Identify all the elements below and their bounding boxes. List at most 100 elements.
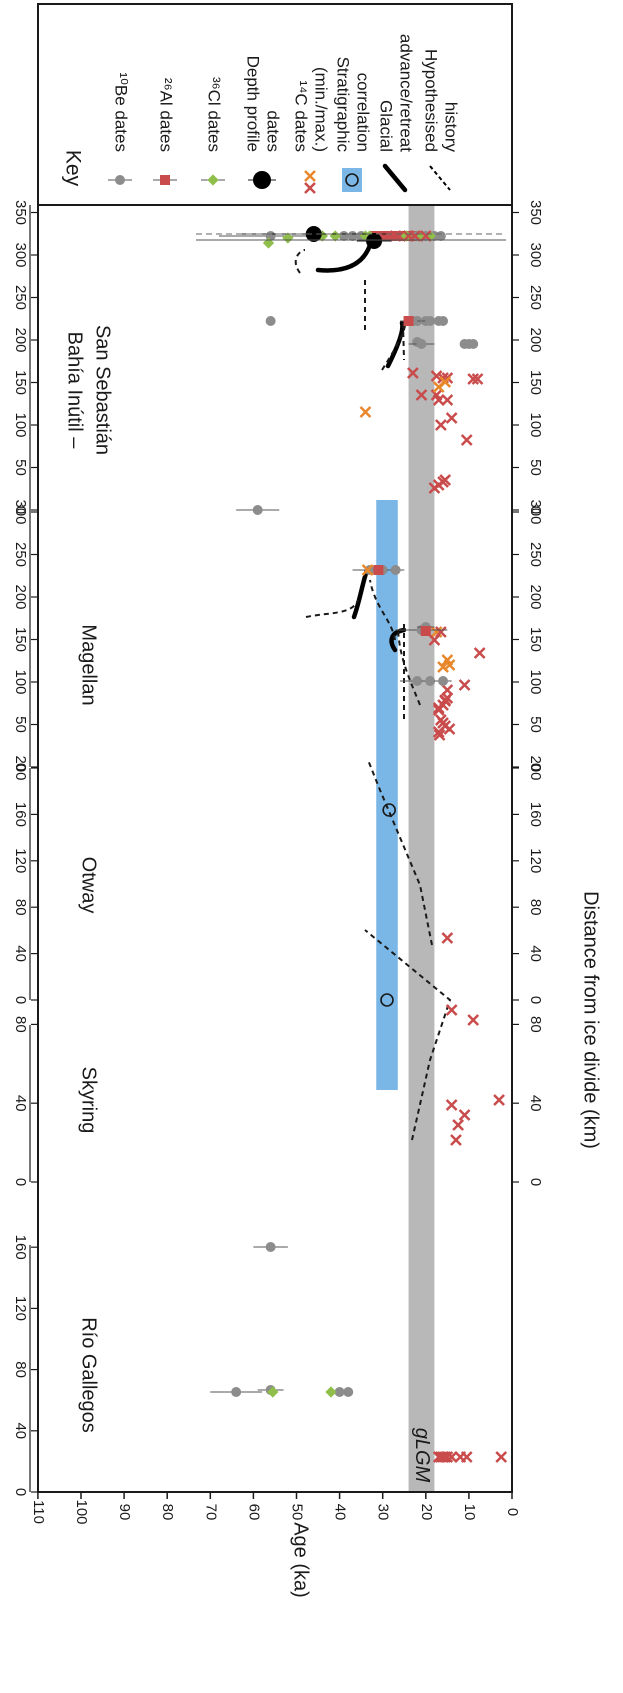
distance-axis-label: Distance from ice divide (km) — [580, 891, 602, 1149]
hypothesised-history — [305, 599, 359, 618]
be-10-date — [459, 339, 470, 349]
panel-name: San Sebastián — [92, 325, 114, 455]
key-label: Stratigraphic — [334, 57, 353, 153]
c14-date — [445, 412, 458, 424]
dist-tick-label: 250 — [12, 542, 29, 567]
be-10-date — [416, 339, 427, 349]
c14-date — [430, 370, 443, 382]
dist-r-tick-label: 0 — [527, 506, 544, 514]
key-title: Key — [61, 150, 84, 187]
key-label: (min./max.) — [312, 67, 331, 152]
dist-r-tick-label: 80 — [527, 1016, 544, 1033]
be-10-date — [412, 676, 423, 686]
dist-tick-label: 100 — [12, 669, 29, 694]
key-symbol-be — [115, 175, 125, 185]
c14-date — [437, 661, 449, 673]
cl-36-date — [282, 232, 294, 244]
key-label: ²⁶Al dates — [157, 78, 176, 152]
paths-layer — [294, 242, 452, 1141]
dist-r-tick-label: 50 — [527, 716, 544, 733]
dist-r-tick-label: 100 — [527, 412, 544, 437]
dist-tick-label: 40 — [12, 1422, 29, 1439]
be-10-date — [438, 316, 449, 326]
dist-tick-label: 200 — [12, 327, 29, 352]
c14-date — [460, 434, 473, 446]
dist-tick-label: 150 — [12, 370, 29, 395]
age-tick-label: 80 — [159, 1504, 176, 1521]
dist-tick-label: 120 — [12, 848, 29, 873]
c14-date — [450, 1134, 462, 1146]
dist-tick-label: 160 — [12, 1235, 29, 1260]
cl-36-date — [400, 230, 413, 242]
dist-tick-label: 50 — [12, 716, 29, 733]
age-tick-label: 90 — [116, 1504, 133, 1521]
axes-layer: 0 10 20 30 40 50 60 70 80 90 100 110 Age (ka) 0 40 80 12… — [12, 3, 602, 1598]
key-label: Hypothesised — [422, 49, 441, 152]
glacial-advance — [315, 242, 373, 273]
c14-date — [452, 1119, 465, 1131]
key-label: ³⁶Cl dates — [205, 77, 224, 152]
be-10-date — [343, 1387, 354, 1397]
dist-tick-label: 80 — [12, 1016, 29, 1033]
dist-r-tick-label: 350 — [527, 200, 544, 225]
c14-date — [441, 1451, 454, 1463]
dist-r-tick-label: 150 — [527, 370, 544, 395]
titles-layer: Río Gallegos Skyring Otway Magellan Bahía In… — [64, 325, 114, 1433]
c14-date — [467, 373, 480, 385]
dist-r-tick-label: 50 — [527, 459, 544, 476]
panel-name: Otway — [78, 857, 100, 914]
glacial-advance — [389, 627, 407, 653]
hypothesised-history — [294, 249, 306, 274]
dist-r-tick-label: 40 — [527, 1095, 544, 1112]
dist-r-tick-label: 100 — [527, 669, 544, 694]
glgm-band — [408, 205, 435, 1492]
strat-correlation — [380, 993, 394, 1007]
dist-r-tick-label: 120 — [527, 848, 544, 873]
dist-tick-label: 50 — [12, 459, 29, 476]
age-tick-label: 40 — [332, 1504, 349, 1521]
c14-date — [443, 659, 456, 671]
key-symbol-advance — [382, 163, 408, 193]
c14-date — [445, 1004, 458, 1016]
be-10-date — [231, 1387, 242, 1397]
dist-tick-label: 80 — [12, 1361, 29, 1378]
dist-r-tick-label: 80 — [527, 899, 544, 916]
panel-name: Bahía Inútil – — [64, 332, 86, 450]
be-10-date — [438, 676, 449, 686]
c14-date — [441, 692, 454, 704]
be-10-date — [390, 565, 401, 575]
dist-tick-label: 300 — [12, 499, 29, 524]
dist-tick-label: 0 — [12, 996, 29, 1004]
key-symbol-strat-box — [342, 168, 362, 192]
c14-date — [406, 367, 419, 379]
plot-frame — [37, 3, 513, 1493]
cl-36-date — [267, 1386, 279, 1398]
be-10-date — [265, 316, 276, 326]
marks-layer — [196, 226, 508, 1463]
age-tick-label: 30 — [375, 1504, 392, 1521]
key-label: dates — [264, 110, 283, 152]
dist-r-tick-label: 300 — [527, 499, 544, 524]
depth-profile-date — [305, 226, 322, 242]
age-tick-label: 10 — [461, 1504, 478, 1521]
dist-tick-label: 0 — [12, 1488, 29, 1496]
age-tick-label: 60 — [245, 1504, 262, 1521]
hypothesised-history — [369, 579, 396, 641]
c14-date — [433, 729, 446, 741]
c14-date — [460, 1451, 473, 1463]
dist-r-tick-label: 0 — [527, 1178, 544, 1186]
dist-r-tick-label: 150 — [527, 627, 544, 652]
c14-date — [415, 389, 428, 401]
dist-tick-label: 0 — [12, 506, 29, 514]
c14-date — [435, 419, 447, 431]
key-symbol-c14-max — [304, 170, 316, 182]
dist-tick-label: 150 — [12, 627, 29, 652]
key-label: advance/retreat — [397, 34, 416, 152]
hypothesised-history — [397, 629, 421, 706]
age-tick-label: 0 — [504, 1508, 521, 1516]
depth-profile-date — [366, 233, 383, 249]
c14-date — [467, 1014, 480, 1026]
dist-r-tick-label: 200 — [527, 327, 544, 352]
dist-r-tick-label: 200 — [527, 584, 544, 609]
